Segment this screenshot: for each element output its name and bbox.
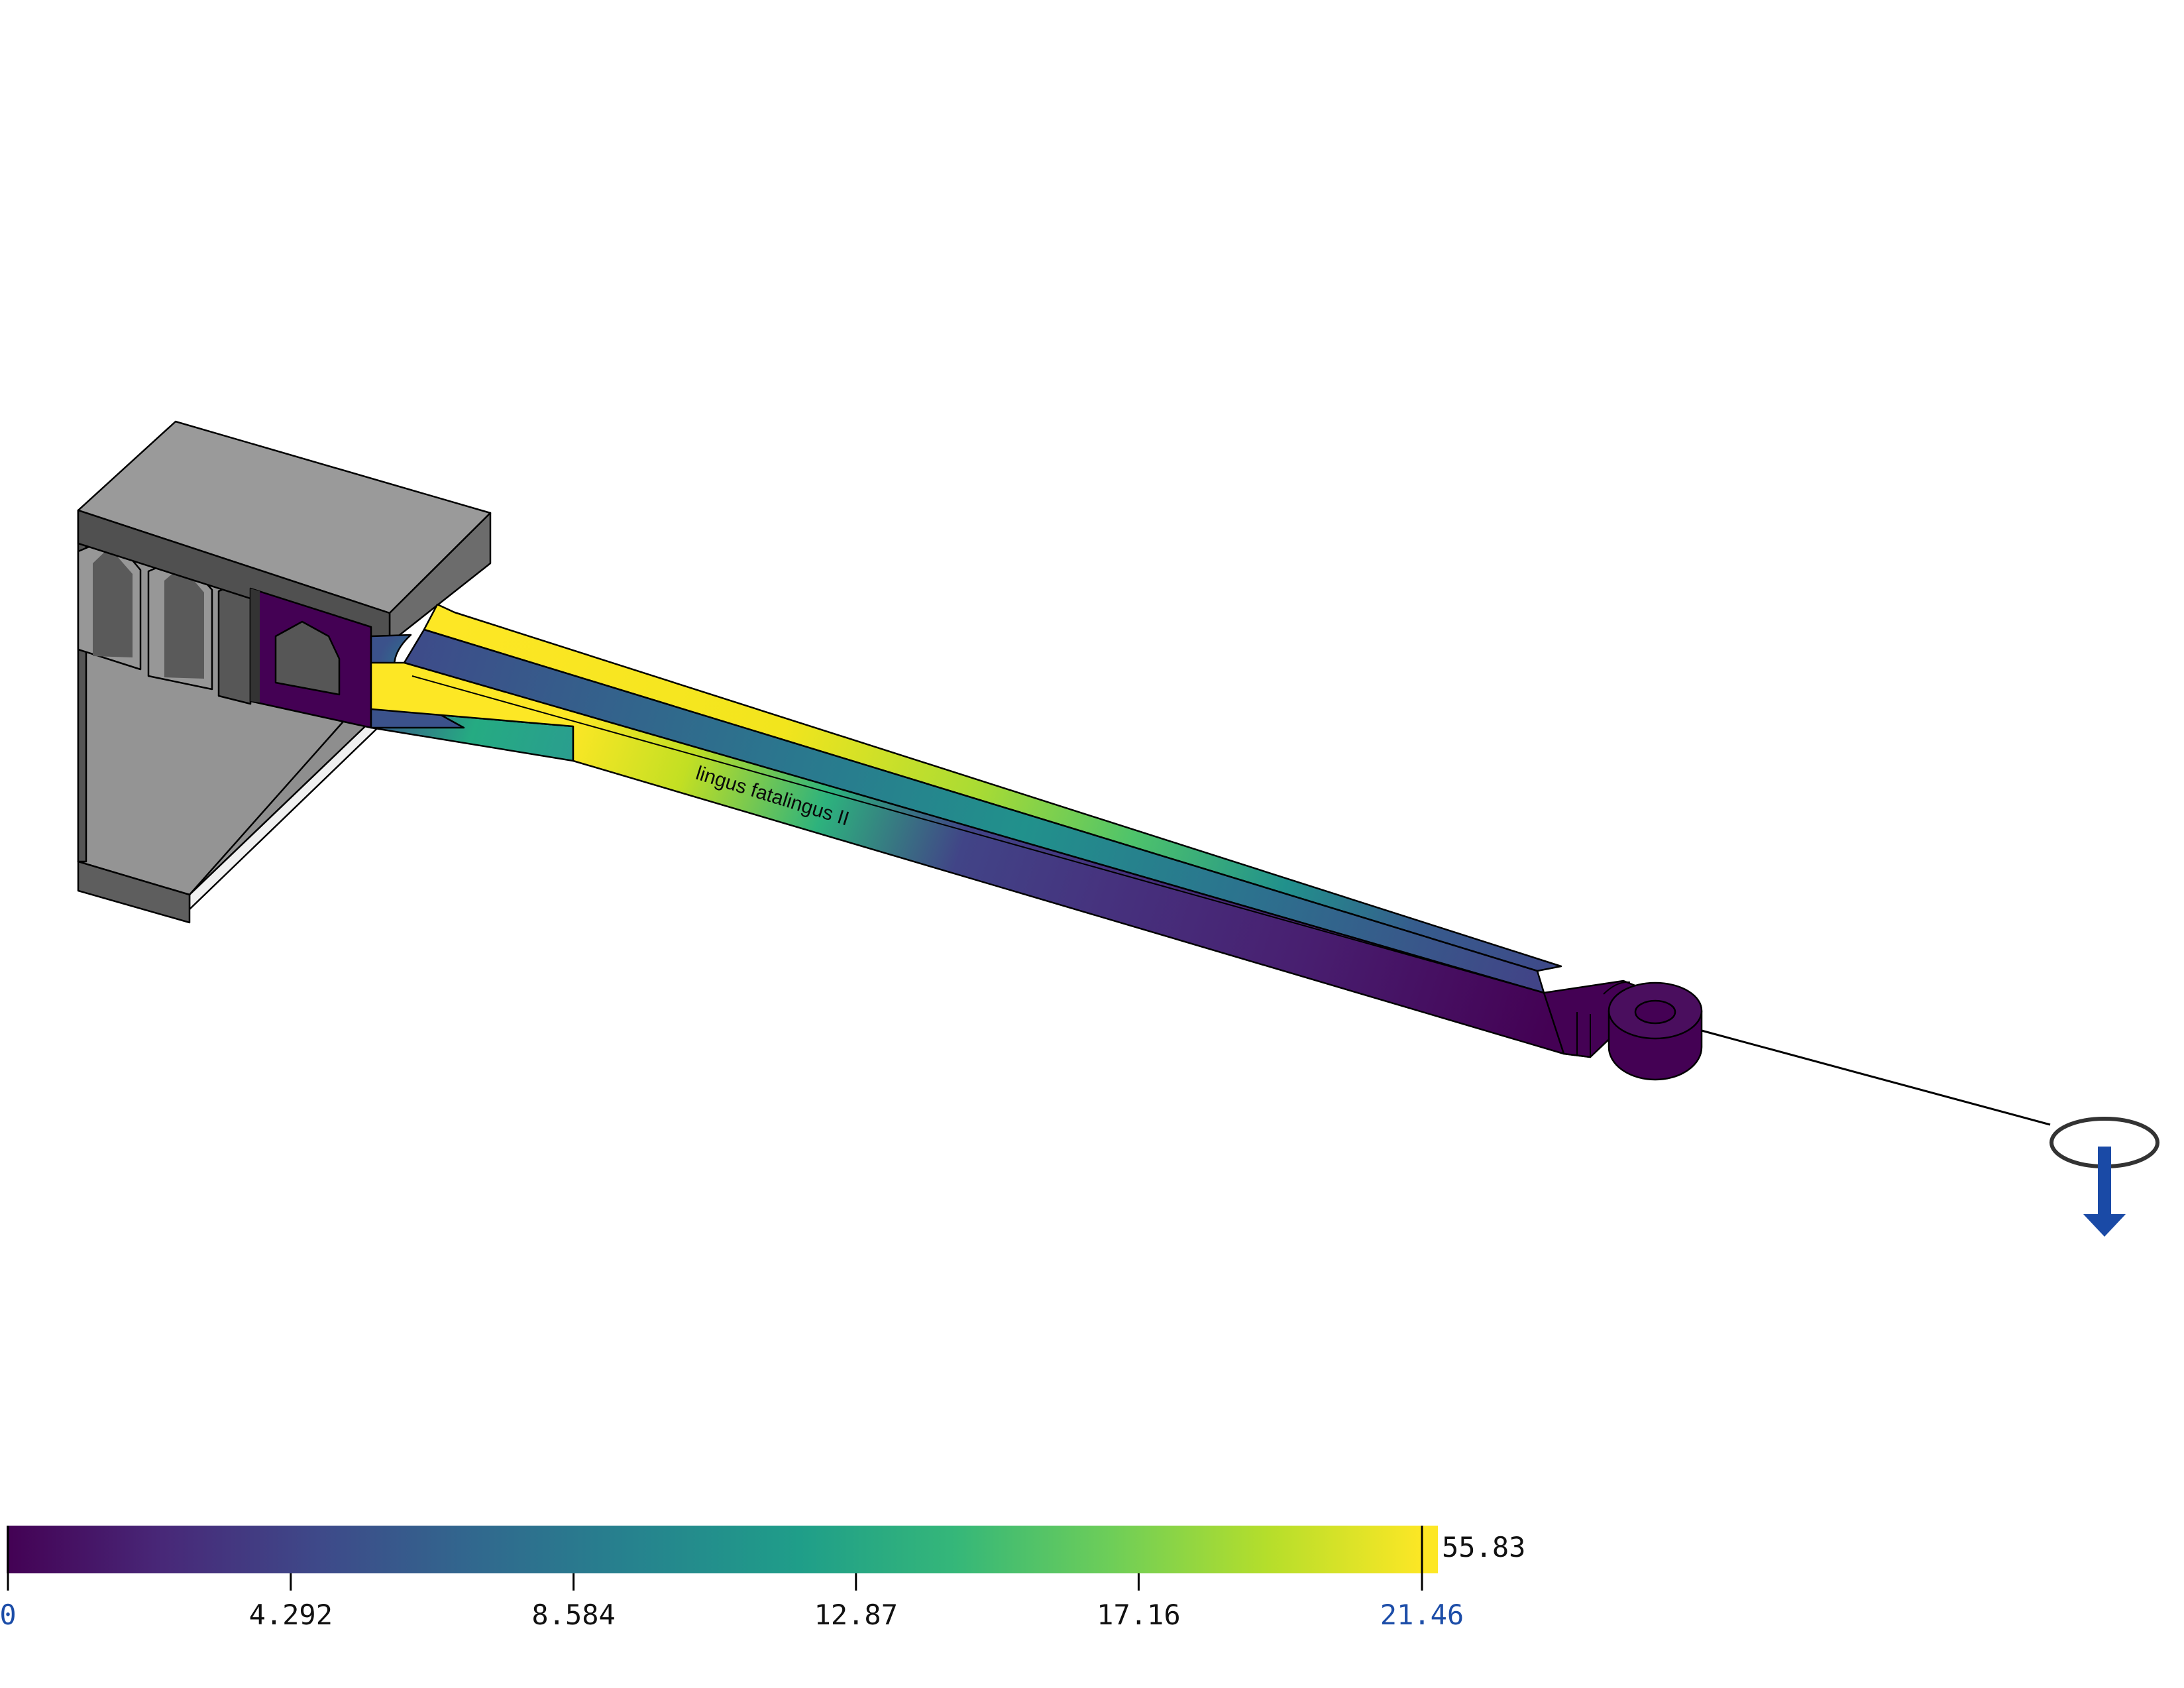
colorbar-tick-label: 17.16 bbox=[1097, 1599, 1181, 1631]
colorbar-overflow-swatch bbox=[1423, 1526, 1438, 1573]
colorbar-legend bbox=[7, 1526, 1438, 1591]
cantilever-arm bbox=[370, 603, 1703, 1081]
downward-force-arrow-icon bbox=[2083, 1214, 2126, 1237]
colorbar-overflow-label: 55.83 bbox=[1442, 1531, 1526, 1563]
colorbar-tick-label: 8.584 bbox=[531, 1599, 616, 1631]
load-marker bbox=[1701, 1029, 2159, 1237]
colorbar-tick-label: 4.292 bbox=[248, 1599, 333, 1631]
colorbar-gradient bbox=[7, 1526, 1423, 1573]
colorbar-tick-label: 21.46 bbox=[1380, 1599, 1464, 1631]
mounting-bracket bbox=[77, 420, 492, 924]
colorbar-tick-label: 0 bbox=[0, 1599, 17, 1631]
colorbar-tick-label: 12.87 bbox=[814, 1599, 899, 1631]
